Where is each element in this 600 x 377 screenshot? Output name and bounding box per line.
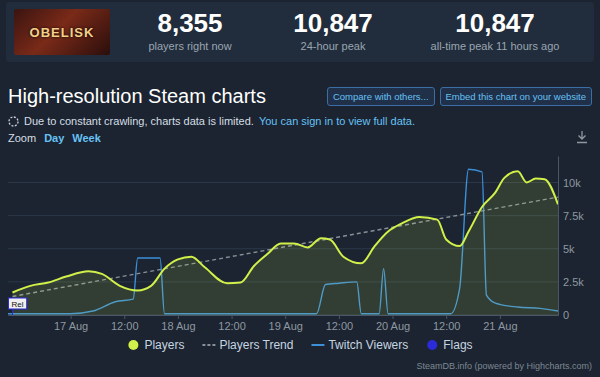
y-tick-label: 2.5k bbox=[563, 276, 584, 288]
download-arrow bbox=[577, 131, 587, 143]
legend-label: Flags bbox=[443, 338, 472, 352]
x-tick-label: 12:00 bbox=[111, 320, 139, 332]
icon-text: OBELISK bbox=[30, 25, 95, 40]
grid-line bbox=[8, 182, 558, 183]
y-tick-label: 10k bbox=[563, 177, 581, 189]
stat-value: 8,355 bbox=[105, 8, 275, 38]
flag-stem bbox=[12, 309, 13, 315]
notice-link[interactable]: You can sign in to view full data. bbox=[259, 115, 415, 127]
zoom-row: Zoom Day Week bbox=[8, 131, 101, 145]
plot-area bbox=[8, 169, 558, 315]
legend: Players Players Trend Twitch Viewers Flags bbox=[128, 338, 472, 352]
title-row: High-resolution Steam charts Compare with… bbox=[8, 82, 592, 110]
x-tick-mark bbox=[446, 315, 447, 319]
x-tick-mark bbox=[232, 315, 233, 319]
legend-symbol bbox=[427, 340, 437, 350]
x-tick: 20 Aug bbox=[376, 315, 410, 332]
chart-title: High-resolution Steam charts bbox=[8, 85, 266, 108]
x-tick: 21 Aug bbox=[483, 315, 517, 332]
x-tick-label: 18 Aug bbox=[161, 320, 195, 332]
zoom-option[interactable]: Day bbox=[44, 132, 64, 144]
y-tick: 10k bbox=[558, 177, 581, 189]
flag-label: Rel bbox=[11, 300, 23, 309]
y-axis-line bbox=[558, 157, 559, 316]
x-tick-mark bbox=[500, 315, 501, 319]
stat-label: 24-hour peak bbox=[248, 38, 418, 54]
download-icon[interactable] bbox=[576, 130, 588, 144]
x-tick-label: 20 Aug bbox=[376, 320, 410, 332]
x-axis: 17 Aug 12:00 18 Aug 12:00 19 Aug 12:00 20 Aug 1… bbox=[9, 315, 559, 332]
x-tick: 12:00 bbox=[111, 315, 139, 332]
legend-item[interactable]: Flags bbox=[427, 338, 472, 352]
x-tick-label: 12:00 bbox=[218, 320, 246, 332]
notice-row: Due to constant crawling, charts data is… bbox=[8, 114, 415, 128]
x-tick: 19 Aug bbox=[269, 315, 303, 332]
y-tick-label: 5k bbox=[563, 243, 575, 255]
legend-item[interactable]: Twitch Viewers bbox=[311, 338, 408, 352]
x-tick-mark bbox=[71, 315, 72, 319]
stat-value: 10,847 bbox=[410, 8, 580, 38]
chart: 17 Aug 12:00 18 Aug 12:00 19 Aug 12:00 20 Aug 1… bbox=[0, 148, 600, 377]
y-tick: 5k bbox=[558, 243, 575, 255]
stat: 10,84724-hour peak bbox=[248, 8, 418, 54]
button-group: Compare with others... Embed this chart o… bbox=[327, 87, 592, 106]
x-tick-label: 12:00 bbox=[433, 320, 461, 332]
y-tick: 2.5k bbox=[558, 276, 584, 288]
x-tick-label: 17 Aug bbox=[54, 320, 88, 332]
zoom-label: Zoom bbox=[8, 132, 36, 144]
series-line bbox=[12, 171, 558, 292]
stat: 8,355players right now bbox=[105, 8, 275, 54]
x-tick: 12:00 bbox=[326, 315, 354, 332]
x-tick-mark bbox=[339, 315, 340, 319]
series-area bbox=[12, 171, 558, 315]
x-tick-mark bbox=[124, 315, 125, 319]
y-tick-label: 0 bbox=[563, 309, 569, 321]
legend-label: Players bbox=[144, 338, 184, 352]
stat-label: players right now bbox=[105, 38, 275, 54]
button[interactable]: Embed this chart on your website bbox=[440, 87, 592, 106]
y-tick-label: 7.5k bbox=[563, 210, 584, 222]
credit: SteamDB.info (powered by Highcharts.com) bbox=[416, 361, 592, 371]
legend-symbol bbox=[311, 344, 324, 346]
legend-item[interactable]: Players bbox=[128, 338, 184, 352]
game-icon: OBELISK bbox=[14, 9, 110, 55]
spinner-ring bbox=[9, 117, 18, 126]
flag: Rel bbox=[8, 298, 26, 309]
y-tick: 7.5k bbox=[558, 210, 584, 222]
legend-symbol bbox=[202, 344, 215, 346]
x-tick-mark bbox=[285, 315, 286, 319]
x-tick: 12:00 bbox=[433, 315, 461, 332]
flag-box bbox=[8, 298, 26, 309]
legend-label: Players Trend bbox=[219, 338, 293, 352]
x-tick-label: 19 Aug bbox=[269, 320, 303, 332]
legend-label: Twitch Viewers bbox=[328, 338, 408, 352]
y-tick: 0 bbox=[558, 309, 569, 321]
x-tick: 18 Aug bbox=[161, 315, 195, 332]
stat-label: all-time peak 11 hours ago bbox=[410, 38, 580, 54]
x-tick-mark bbox=[393, 315, 394, 319]
zoom-option[interactable]: Week bbox=[72, 132, 101, 144]
x-axis-line bbox=[9, 315, 559, 316]
legend-item[interactable]: Players Trend bbox=[202, 338, 293, 352]
grid-line bbox=[8, 215, 558, 216]
header-bar: OBELISK8,355players right now10,84724-ho… bbox=[6, 2, 594, 62]
x-tick-label: 12:00 bbox=[326, 320, 354, 332]
button[interactable]: Compare with others... bbox=[327, 87, 435, 106]
spinner-icon bbox=[8, 116, 19, 127]
x-tick-label: 21 Aug bbox=[483, 320, 517, 332]
notice-text: Due to constant crawling, charts data is… bbox=[24, 115, 254, 127]
x-tick-mark bbox=[178, 315, 179, 319]
stat-value: 10,847 bbox=[248, 8, 418, 38]
x-tick: 17 Aug bbox=[54, 315, 88, 332]
y-axis: 0 2.5k 5k 7.5k 10k bbox=[558, 157, 584, 322]
stat: 10,847all-time peak 11 hours ago bbox=[410, 8, 580, 54]
x-tick: 12:00 bbox=[218, 315, 246, 332]
legend-symbol bbox=[128, 340, 138, 350]
